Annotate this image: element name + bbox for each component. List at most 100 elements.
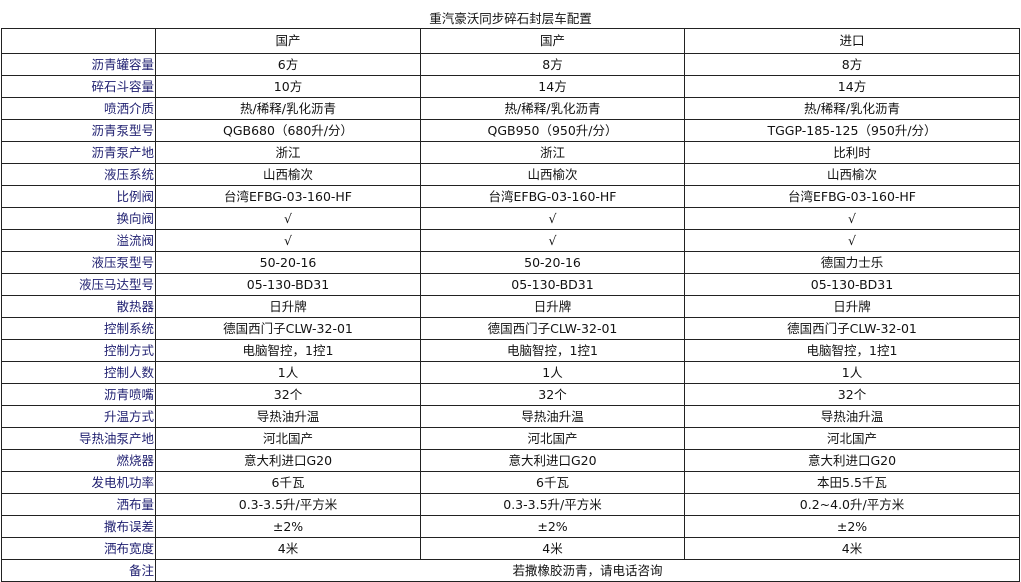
row-label: 发电机功率 bbox=[1, 471, 156, 494]
row-value: 台湾EFBG-03-160-HF bbox=[684, 185, 1020, 208]
row-value: 导热油升温 bbox=[684, 405, 1020, 428]
row-value: 台湾EFBG-03-160-HF bbox=[155, 185, 421, 208]
row-value: 14方 bbox=[684, 75, 1020, 98]
row-label: 喷洒介质 bbox=[1, 97, 156, 120]
row-value: 河北国产 bbox=[420, 427, 685, 450]
table-row: 碎石斗容量 10方 14方 14方 bbox=[1, 75, 1020, 98]
row-value: 德国西门子CLW-32-01 bbox=[155, 317, 421, 340]
row-value: 浙江 bbox=[155, 141, 421, 164]
row-value: 32个 bbox=[684, 383, 1020, 406]
row-label: 碎石斗容量 bbox=[1, 75, 156, 98]
row-label: 溢流阀 bbox=[1, 229, 156, 252]
remark-label: 备注 bbox=[1, 559, 156, 582]
table-row: 控制方式 电脑智控，1控1 电脑智控，1控1 电脑智控，1控1 bbox=[1, 339, 1020, 362]
row-value: 导热油升温 bbox=[420, 405, 685, 428]
row-value: 台湾EFBG-03-160-HF bbox=[420, 185, 685, 208]
row-label: 导热油泵产地 bbox=[1, 427, 156, 450]
row-value: 0.2~4.0升/平方米 bbox=[684, 493, 1020, 516]
row-value: 意大利进口G20 bbox=[684, 449, 1020, 472]
table-row: 沥青罐容量 6方 8方 8方 bbox=[1, 53, 1020, 76]
row-value: 意大利进口G20 bbox=[420, 449, 685, 472]
row-value: TGGP-185-125（950升/分） bbox=[684, 119, 1020, 142]
row-value: 1人 bbox=[684, 361, 1020, 384]
row-value: √ bbox=[155, 229, 421, 252]
row-label: 洒布宽度 bbox=[1, 537, 156, 560]
row-value: √ bbox=[420, 229, 685, 252]
row-label: 液压泵型号 bbox=[1, 251, 156, 274]
row-value: √ bbox=[684, 207, 1020, 230]
table-row: 撒布误差 ±2% ±2% ±2% bbox=[1, 515, 1020, 538]
row-value: 1人 bbox=[420, 361, 685, 384]
table-row: 喷洒介质 热/稀释/乳化沥青 热/稀释/乳化沥青 热/稀释/乳化沥青 bbox=[1, 97, 1020, 120]
row-value: 山西榆次 bbox=[420, 163, 685, 186]
table-row: 燃烧器 意大利进口G20 意大利进口G20 意大利进口G20 bbox=[1, 449, 1020, 472]
row-value: 河北国产 bbox=[155, 427, 421, 450]
row-value: 德国西门子CLW-32-01 bbox=[684, 317, 1020, 340]
row-value: 4米 bbox=[420, 537, 685, 560]
table-row: 洒布量 0.3-3.5升/平方米 0.3-3.5升/平方米 0.2~4.0升/平方米 bbox=[1, 493, 1020, 516]
row-value: √ bbox=[155, 207, 421, 230]
row-label: 控制系统 bbox=[1, 317, 156, 340]
row-value: 德国西门子CLW-32-01 bbox=[420, 317, 685, 340]
row-label: 沥青泵产地 bbox=[1, 141, 156, 164]
row-value: 电脑智控，1控1 bbox=[420, 339, 685, 362]
table-row: 导热油泵产地 河北国产 河北国产 河北国产 bbox=[1, 427, 1020, 450]
remark-row: 备注 若撒橡胶沥青，请电话咨询 bbox=[1, 559, 1020, 582]
row-value: 8方 bbox=[684, 53, 1020, 76]
row-label: 控制人数 bbox=[1, 361, 156, 384]
row-value: ±2% bbox=[420, 515, 685, 538]
row-value: 日升牌 bbox=[684, 295, 1020, 318]
row-value: 0.3-3.5升/平方米 bbox=[155, 493, 421, 516]
row-value: 热/稀释/乳化沥青 bbox=[420, 97, 685, 120]
row-value: ±2% bbox=[684, 515, 1020, 538]
table-row: 洒布宽度 4米 4米 4米 bbox=[1, 537, 1020, 560]
row-value: 浙江 bbox=[420, 141, 685, 164]
row-label: 燃烧器 bbox=[1, 449, 156, 472]
row-value: 32个 bbox=[420, 383, 685, 406]
table-row: 液压系统 山西榆次 山西榆次 山西榆次 bbox=[1, 163, 1020, 186]
table-header-row: 国产 国产 进口 bbox=[1, 28, 1020, 54]
row-value: 4米 bbox=[155, 537, 421, 560]
row-value: 导热油升温 bbox=[155, 405, 421, 428]
row-label: 沥青泵型号 bbox=[1, 119, 156, 142]
row-value: ±2% bbox=[155, 515, 421, 538]
table-row: 发电机功率 6千瓦 6千瓦 本田5.5千瓦 bbox=[1, 471, 1020, 494]
config-table: 国产 国产 进口 沥青罐容量 6方 8方 8方 碎石斗容量 10方 14方 14方 喷洒介质 热/… bbox=[1, 28, 1020, 582]
row-value: 4米 bbox=[684, 537, 1020, 560]
row-value: 8方 bbox=[420, 53, 685, 76]
row-value: 河北国产 bbox=[684, 427, 1020, 450]
row-value: 热/稀释/乳化沥青 bbox=[684, 97, 1020, 120]
row-value: 05-130-BD31 bbox=[155, 273, 421, 296]
row-label: 液压系统 bbox=[1, 163, 156, 186]
row-value: 意大利进口G20 bbox=[155, 449, 421, 472]
row-value: 14方 bbox=[420, 75, 685, 98]
table-row: 沥青泵型号 QGB680（680升/分） QGB950（950升/分） TGGP-18… bbox=[1, 119, 1020, 142]
table-row: 液压泵型号 50-20-16 50-20-16 德国力士乐 bbox=[1, 251, 1020, 274]
row-label: 沥青罐容量 bbox=[1, 53, 156, 76]
row-label: 散热器 bbox=[1, 295, 156, 318]
row-value: 山西榆次 bbox=[684, 163, 1020, 186]
row-value: 50-20-16 bbox=[420, 251, 685, 274]
row-value: 德国力士乐 bbox=[684, 251, 1020, 274]
row-value: QGB680（680升/分） bbox=[155, 119, 421, 142]
row-value: 10方 bbox=[155, 75, 421, 98]
header-cell-domestic-2: 国产 bbox=[420, 28, 685, 54]
table-row: 散热器 日升牌 日升牌 日升牌 bbox=[1, 295, 1020, 318]
row-value: 日升牌 bbox=[155, 295, 421, 318]
row-value: 日升牌 bbox=[420, 295, 685, 318]
header-cell-domestic-1: 国产 bbox=[155, 28, 421, 54]
row-label: 洒布量 bbox=[1, 493, 156, 516]
header-cell-empty bbox=[1, 28, 156, 54]
row-value: 山西榆次 bbox=[155, 163, 421, 186]
row-value: 05-130-BD31 bbox=[684, 273, 1020, 296]
row-label: 液压马达型号 bbox=[1, 273, 156, 296]
table-row: 升温方式 导热油升温 导热油升温 导热油升温 bbox=[1, 405, 1020, 428]
table-row: 沥青喷嘴 32个 32个 32个 bbox=[1, 383, 1020, 406]
table-row: 溢流阀 √ √ √ bbox=[1, 229, 1020, 252]
row-value: 1人 bbox=[155, 361, 421, 384]
table-row: 控制系统 德国西门子CLW-32-01 德国西门子CLW-32-01 德国西门子CLW… bbox=[1, 317, 1020, 340]
page-title: 重汽豪沃同步碎石封层车配置 bbox=[429, 11, 592, 26]
row-value: 本田5.5千瓦 bbox=[684, 471, 1020, 494]
table-row: 比例阀 台湾EFBG-03-160-HF 台湾EFBG-03-160-HF 台湾EFB… bbox=[1, 185, 1020, 208]
row-value: 6千瓦 bbox=[420, 471, 685, 494]
